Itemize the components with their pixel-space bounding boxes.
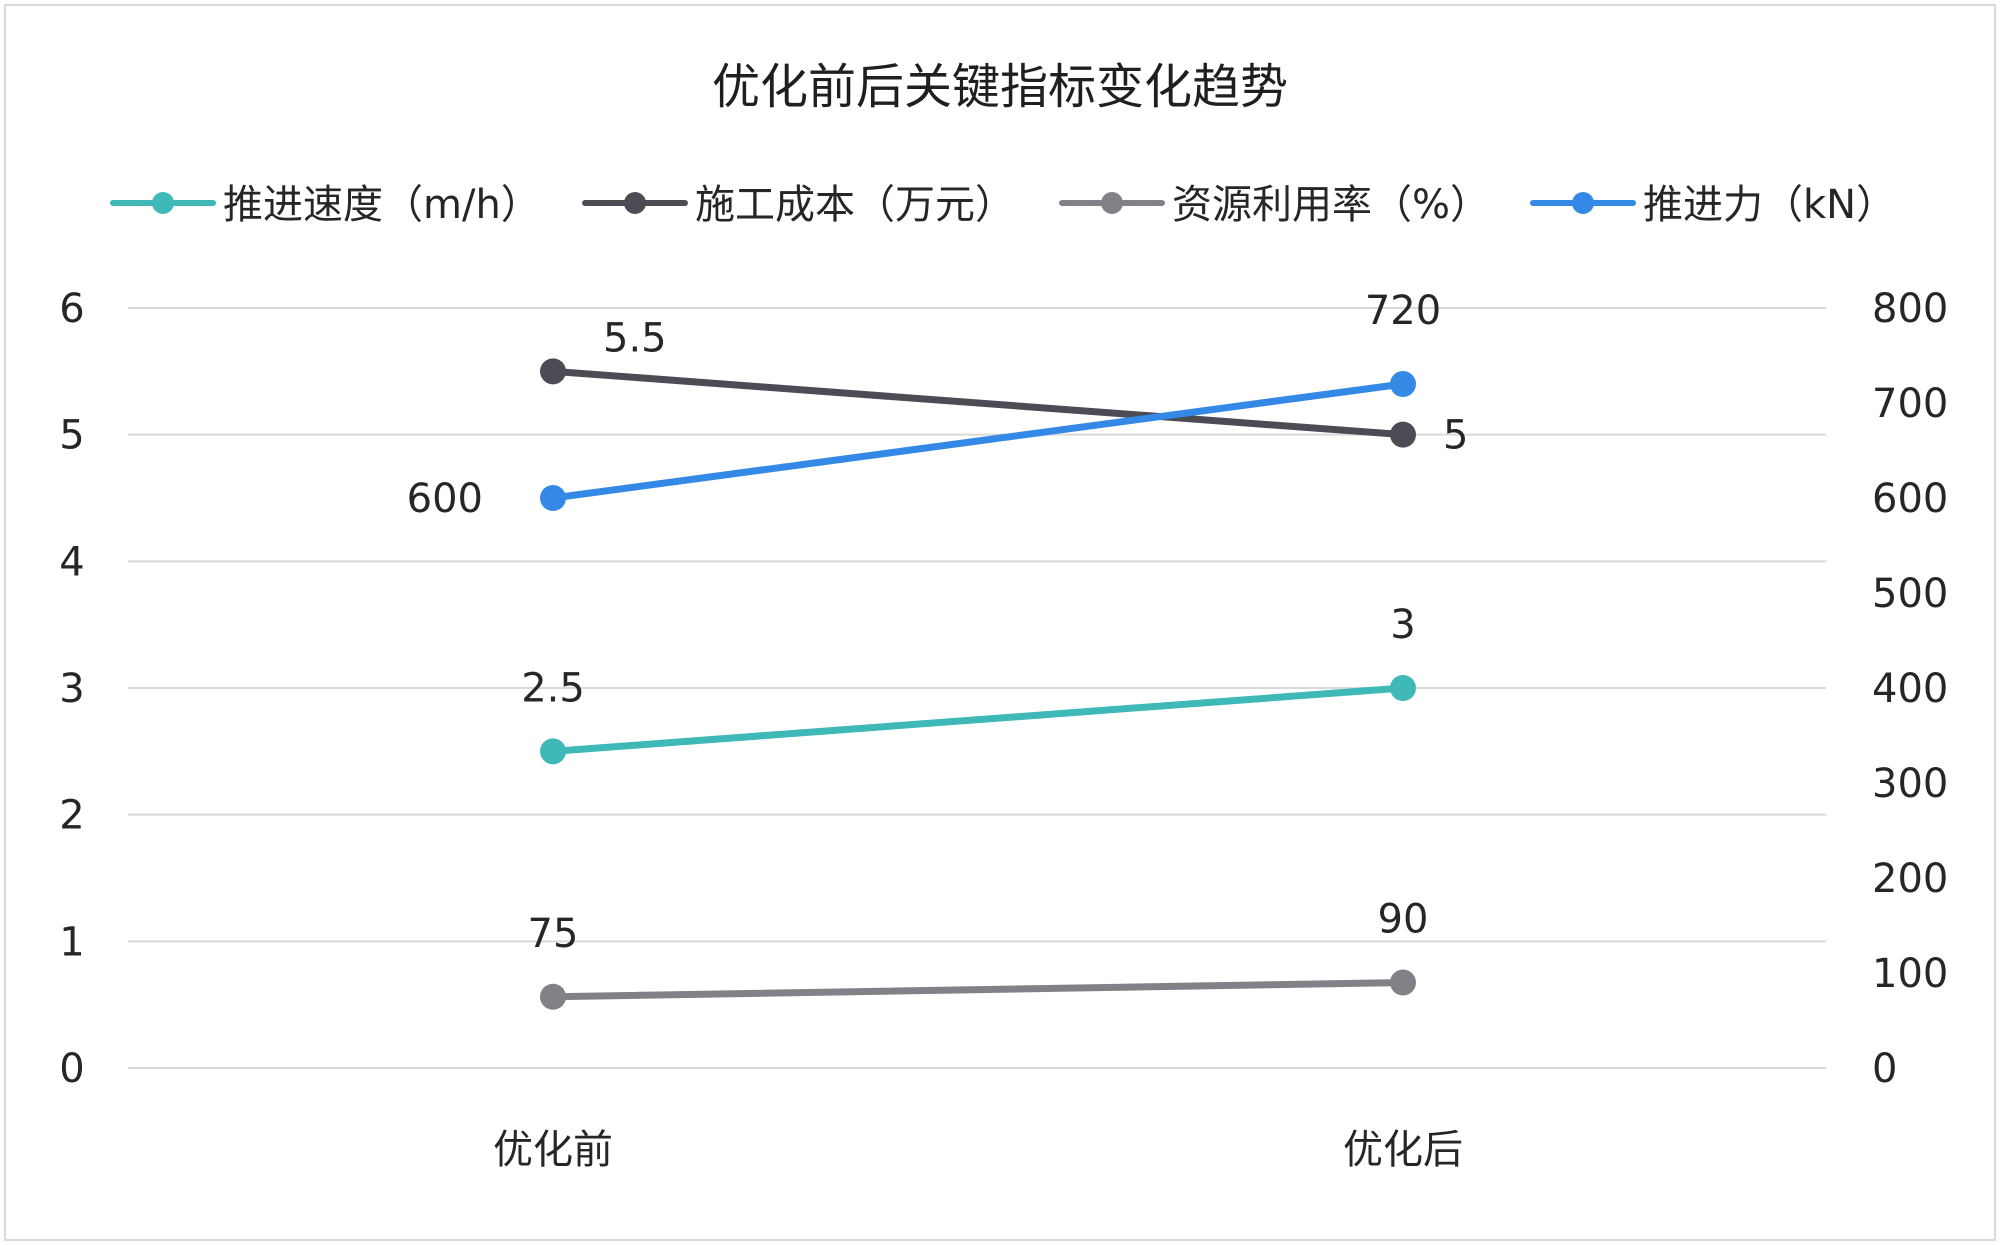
legend-label: 推进力（kN）	[1643, 182, 1896, 228]
series-path	[549, 684, 1407, 755]
data-label: 5.5	[603, 315, 667, 361]
legend-label: 资源利用率（%）	[1172, 182, 1490, 228]
series-path	[549, 979, 1407, 1001]
left-y-axis: 0 1 2 3 4 5 6	[59, 286, 84, 1092]
left-tick-label: 0	[59, 1046, 84, 1092]
gridlines	[128, 307, 1826, 1069]
data-label: 75	[528, 911, 579, 957]
series-line-1: 5.55	[540, 315, 1468, 459]
series-path	[549, 380, 1407, 502]
legend-marker	[1101, 192, 1123, 214]
data-point	[540, 738, 566, 765]
right-tick-label: 300	[1872, 761, 1948, 807]
data-point	[1390, 969, 1416, 996]
data-point	[1390, 371, 1416, 397]
right-tick-label: 600	[1872, 476, 1948, 522]
legend-marker	[1572, 192, 1594, 214]
data-point	[540, 358, 566, 385]
right-tick-label: 700	[1872, 381, 1948, 427]
right-tick-label: 400	[1872, 666, 1948, 712]
data-point	[540, 983, 566, 1010]
legend: 推进速度（m/h） 施工成本（万元） 资源利用率（%） 推进力（kN）	[110, 182, 1896, 228]
right-tick-label: 800	[1872, 286, 1948, 332]
data-point	[540, 485, 566, 511]
legend-item: 推进速度（m/h）	[110, 182, 541, 228]
series-path	[549, 367, 1407, 439]
right-tick-label: 100	[1872, 951, 1948, 997]
right-tick-label: 200	[1872, 856, 1948, 902]
category-label: 优化前	[493, 1127, 613, 1173]
right-y-axis: 0 100 200 300 400 500 600 700 800	[1872, 286, 1948, 1092]
category-label: 优化后	[1343, 1127, 1463, 1173]
legend-item: 施工成本（万元）	[582, 182, 1015, 228]
left-tick-label: 5	[59, 413, 84, 459]
right-tick-label: 0	[1872, 1046, 1897, 1092]
data-label: 90	[1378, 897, 1429, 943]
legend-item: 推进力（kN）	[1530, 182, 1896, 228]
legend-marker	[152, 192, 174, 214]
left-tick-label: 4	[59, 539, 84, 585]
data-label: 2.5	[521, 665, 585, 711]
legend-label: 推进速度（m/h）	[223, 182, 541, 228]
left-tick-label: 6	[59, 286, 84, 332]
legend-marker	[624, 192, 646, 214]
chart-frame	[4, 4, 1996, 1241]
series-line-0: 2.53	[521, 602, 1416, 765]
data-point	[1390, 421, 1416, 448]
data-label: 3	[1390, 602, 1415, 648]
left-tick-label: 2	[59, 793, 84, 839]
chart-title: 优化前后关键指标变化趋势	[712, 59, 1288, 115]
left-tick-label: 1	[59, 919, 84, 965]
legend-item: 资源利用率（%）	[1059, 182, 1490, 228]
series-line-2: 75 90	[528, 897, 1429, 1010]
data-point	[1390, 675, 1416, 701]
legend-label: 施工成本（万元）	[695, 182, 1015, 228]
x-axis: 优化前 优化后	[493, 1127, 1463, 1173]
right-tick-label: 500	[1872, 571, 1948, 617]
data-label: 720	[1365, 288, 1441, 334]
data-label: 5	[1443, 413, 1468, 459]
data-label: 600	[407, 476, 483, 522]
left-tick-label: 3	[59, 666, 84, 712]
series-line-3: 600 720	[407, 288, 1442, 522]
